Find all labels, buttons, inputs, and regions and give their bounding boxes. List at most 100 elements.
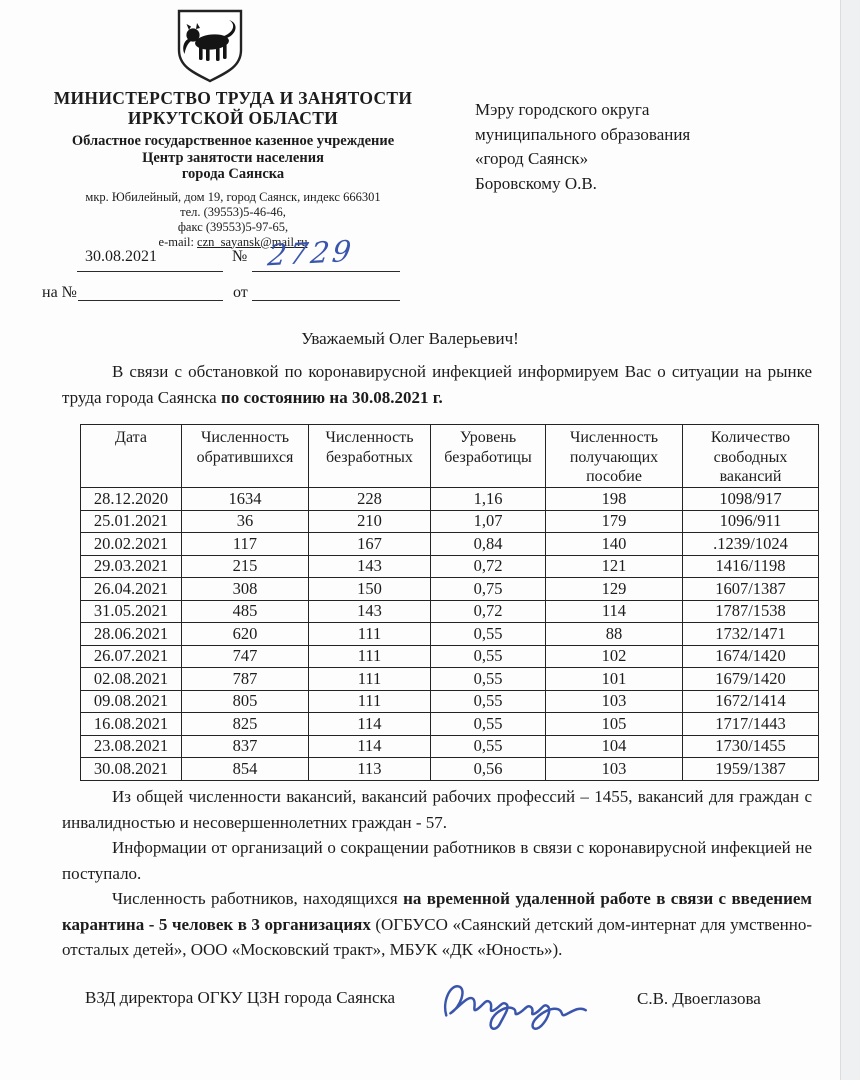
table-row: 30.08.2021 854 113 0,56 103 1959/1387 [80, 757, 819, 781]
table-row: 26.07.2021 747 111 0,55 102 1674/1420 [80, 644, 819, 668]
table-cell: 129 [545, 577, 683, 601]
table-cell: 104 [545, 734, 683, 758]
table-row: 28.06.2021 620 111 0,55 88 1732/1471 [80, 622, 819, 646]
table-cell: 150 [308, 577, 431, 601]
table-cell: 1,07 [430, 509, 546, 533]
recipient-line: Мэру городского округа [475, 100, 650, 119]
table-cell: 26.04.2021 [80, 577, 182, 601]
table-cell: 1634 [181, 487, 309, 511]
table-cell: .1239/1024 [682, 532, 819, 556]
table-row: 29.03.2021 215 143 0,72 121 1416/1198 [80, 554, 819, 578]
table-cell: 20.02.2021 [80, 532, 182, 556]
table-cell: 114 [545, 599, 683, 623]
from-date-underline [252, 300, 400, 301]
table-cell: 1787/1538 [682, 599, 819, 623]
table-cell: 36 [181, 509, 309, 533]
letter-date: 30.08.2021 [85, 248, 157, 265]
table-cell: 0,75 [430, 577, 546, 601]
table-cell: 1674/1420 [682, 644, 819, 668]
table-header-cell: Дата [80, 424, 182, 488]
table-cell: 179 [545, 509, 683, 533]
table-cell: 1096/911 [682, 509, 819, 533]
address-block: мкр. Юбилейный, дом 19, город Саянск, ин… [18, 190, 448, 250]
org-name-line2: Центр занятости населения [142, 149, 324, 166]
table-cell: 02.08.2021 [80, 667, 182, 691]
table-cell: 88 [545, 622, 683, 646]
table-cell: 1,16 [430, 487, 546, 511]
intro-paragraph: В связи с обстановкой по коронавирусной … [62, 359, 812, 410]
table-cell: 0,72 [430, 554, 546, 578]
table-cell: 105 [545, 712, 683, 736]
table-header-cell: Численность безработных [308, 424, 431, 488]
table-cell: 0,84 [430, 532, 546, 556]
recipient-line: Боровскому О.В. [475, 173, 597, 193]
table-cell: 1717/1443 [682, 712, 819, 736]
salutation: Уважаемый Олег Валерьевич! [301, 329, 519, 348]
employment-report-table: Дата Численность обратившихся Численност… [80, 424, 819, 781]
table-cell: 0,55 [430, 667, 546, 691]
table-cell: 1732/1471 [682, 622, 819, 646]
report-table-body: 28.12.2020 1634 228 1,16 198 1098/917 25.01.20… [80, 487, 819, 781]
letterhead: МИНИСТЕРСТВО ТРУДА И ЗАНЯТОСТИ ИРКУТСКОЙ… [18, 88, 448, 250]
table-cell: 0,72 [430, 599, 546, 623]
table-header-cell: Количество свободных вакансий [682, 424, 819, 488]
table-cell: 09.08.2021 [80, 689, 182, 713]
table-cell: 111 [308, 689, 431, 713]
paragraph-text: Из общей численности вакансий, вакансий … [62, 787, 812, 832]
table-cell: 0,55 [430, 712, 546, 736]
table-cell: 111 [308, 667, 431, 691]
table-header-row: Дата Численность обратившихся Численност… [80, 424, 819, 488]
table-row: 23.08.2021 837 114 0,55 104 1730/1455 [80, 734, 819, 758]
table-cell: 103 [545, 689, 683, 713]
paragraph-text: Численность работников, находящихся [112, 889, 404, 908]
table-cell: 0,56 [430, 757, 546, 781]
org-name-line1: Областное государственное казенное учреж… [71, 133, 395, 149]
table-cell: 102 [545, 644, 683, 668]
table-row: 02.08.2021 787 111 0,55 101 1679/1420 [80, 667, 819, 691]
signatory-name: С.В. Двоеглазова [637, 989, 761, 1008]
recipient-line: муниципального образования [475, 124, 691, 144]
paragraph-text: (ОГБУСО «Саянский детский дом-интернат д… [62, 914, 812, 960]
email-address: czn_sayansk@mail.ru [197, 234, 308, 249]
table-cell: 1679/1420 [682, 667, 819, 691]
coat-of-arms-icon [177, 9, 243, 83]
table-cell: 0,55 [430, 644, 546, 668]
table-cell: 308 [181, 577, 309, 601]
intro-bold-text: по состоянию на 30.08.2021 г. [220, 387, 443, 407]
recipient-line: «город Саянск» [475, 149, 589, 168]
table-cell: 0,55 [430, 689, 546, 713]
table-cell: 1416/1198 [682, 554, 819, 578]
table-cell: 1730/1455 [682, 734, 819, 758]
table-cell: 837 [181, 734, 309, 758]
table-row: 25.01.2021 36 210 1,07 179 1096/911 [80, 509, 819, 533]
table-row: 26.04.2021 308 150 0,75 129 1607/1387 [80, 577, 819, 601]
table-cell: 787 [181, 667, 309, 691]
signatory-title: ВЗД директора ОГКУ ЦЗН города Саянска [85, 988, 396, 1007]
table-cell: 29.03.2021 [80, 554, 182, 578]
table-cell: 28.12.2020 [80, 487, 182, 511]
table-cell: 101 [545, 667, 683, 691]
table-row: 09.08.2021 805 111 0,55 103 1672/1414 [80, 689, 819, 713]
table-cell: 198 [545, 487, 683, 511]
table-cell: 215 [181, 554, 309, 578]
table-cell: 140 [545, 532, 683, 556]
paragraph-vacancies: Из общей численности вакансий, вакансий … [62, 784, 812, 835]
table-cell: 117 [181, 532, 309, 556]
table-cell: 485 [181, 599, 309, 623]
table-header-cell: Численность получающих пособие [545, 424, 683, 488]
table-cell: 228 [308, 487, 431, 511]
table-cell: 167 [308, 532, 431, 556]
table-cell: 210 [308, 509, 431, 533]
table-cell: 114 [308, 734, 431, 758]
table-cell: 16.08.2021 [80, 712, 182, 736]
number-sign-label: № [232, 248, 248, 265]
email-line: e-mail: czn_sayansk@mail.ru [18, 235, 448, 250]
table-row: 31.05.2021 485 143 0,72 114 1787/1538 [80, 599, 819, 623]
table-cell: 1959/1387 [682, 757, 819, 781]
closing-paragraphs: Из общей численности вакансий, вакансий … [62, 784, 812, 963]
date-underline [77, 271, 223, 272]
ministry-name-line2: ИРКУТСКОЙ ОБЛАСТИ [127, 108, 339, 128]
table-cell: 854 [181, 757, 309, 781]
table-cell: 1607/1387 [682, 577, 819, 601]
intro-text: В связи с обстановкой по коронавирусной … [62, 362, 812, 407]
